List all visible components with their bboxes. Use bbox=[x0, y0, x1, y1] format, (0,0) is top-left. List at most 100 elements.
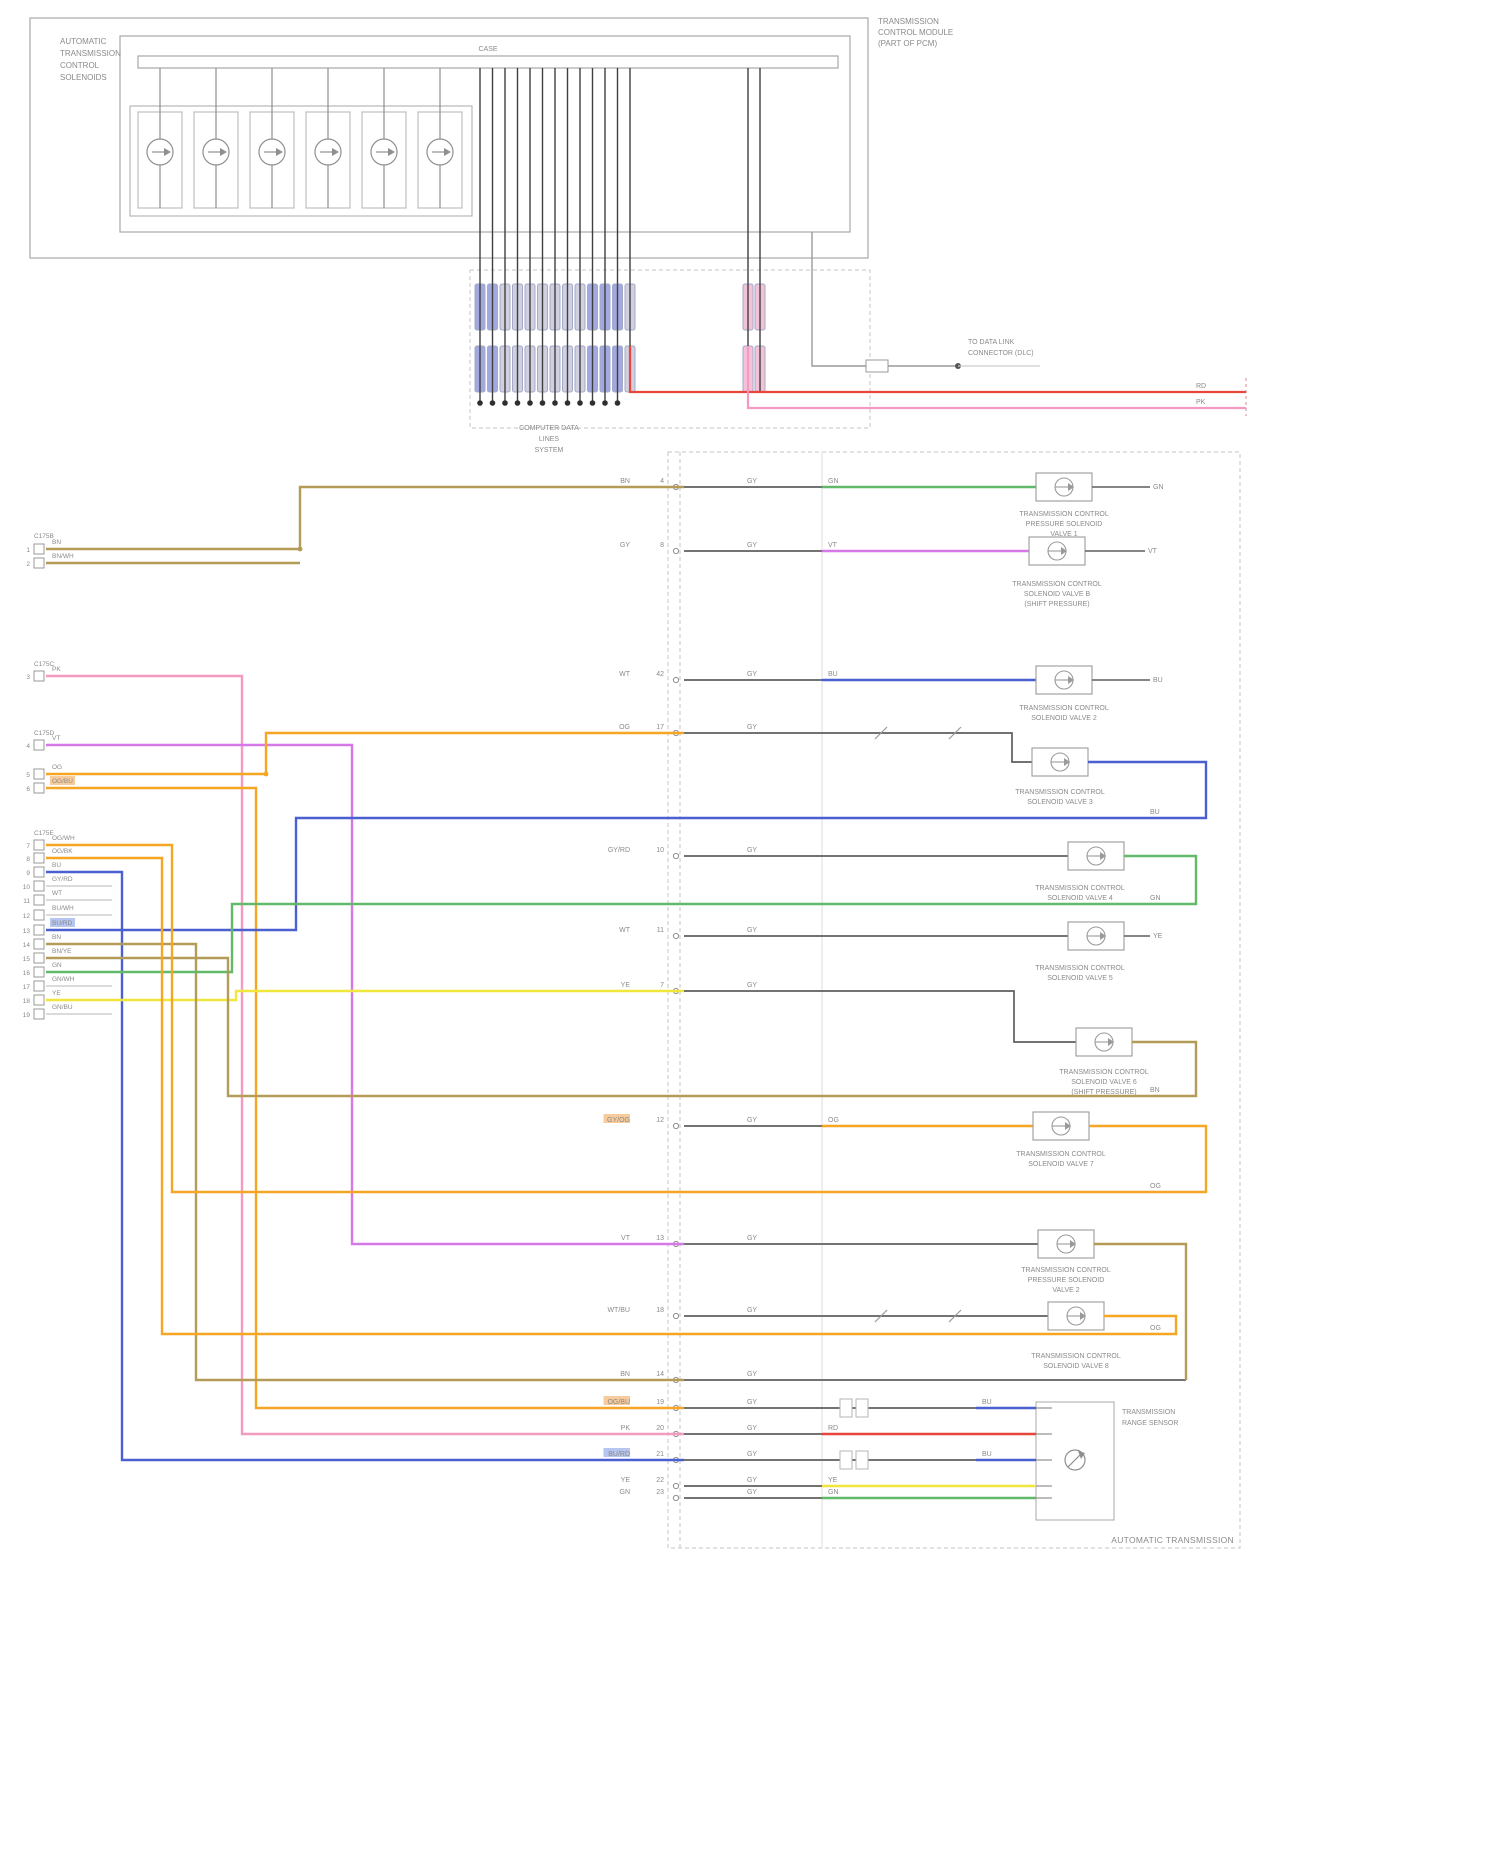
wire-code: BN bbox=[620, 1371, 630, 1378]
wire-code: GN bbox=[828, 478, 839, 485]
pin-number: 12 bbox=[656, 1117, 664, 1124]
wire-code: GY bbox=[747, 1117, 757, 1124]
transmission-label: AUTOMATIC TRANSMISSION bbox=[1111, 1535, 1234, 1545]
wire-gray bbox=[684, 990, 1076, 1043]
connector-pin bbox=[672, 676, 680, 684]
wire-gray bbox=[684, 732, 1032, 763]
splice-dot bbox=[263, 771, 269, 777]
splice-dot bbox=[577, 400, 583, 406]
left-connector-pin bbox=[33, 938, 45, 950]
pin-number: 7 bbox=[660, 982, 664, 989]
wire-code: OG bbox=[1150, 1183, 1161, 1190]
connector-pin bbox=[672, 852, 680, 860]
inline-connector-icon bbox=[855, 1450, 869, 1470]
wire-code: GY/RD bbox=[608, 847, 630, 854]
pin-number: 4 bbox=[26, 743, 30, 750]
left-connector-pin bbox=[33, 557, 45, 569]
wire-code: OG/BU bbox=[52, 778, 73, 785]
wire-code: GY bbox=[747, 847, 757, 854]
left-connector-pin bbox=[33, 543, 45, 555]
solenoid-arrow-icon bbox=[164, 148, 171, 156]
inline-connector-boundary bbox=[469, 269, 871, 429]
connector-pin bbox=[672, 1312, 680, 1320]
component-caption: TRANSMISSION CONTROL bbox=[1031, 1353, 1121, 1360]
inline-connector-icon bbox=[839, 1450, 853, 1470]
wire-code: OG bbox=[1150, 1325, 1161, 1332]
wire-colored bbox=[46, 856, 1178, 1336]
wire-code: GY/OG bbox=[607, 1117, 630, 1124]
wire-pink bbox=[746, 346, 1246, 410]
component-caption: SOLENOID VALVE 2 bbox=[1031, 715, 1097, 722]
sensor-arrow-icon bbox=[1067, 1454, 1081, 1468]
wire-code: BN bbox=[1150, 1087, 1160, 1094]
wire-colored bbox=[46, 956, 1198, 1098]
wire-code: RD bbox=[1196, 383, 1206, 390]
wire-code: GY bbox=[620, 542, 630, 549]
data-bus-caption-line: TO DATA LINK bbox=[968, 339, 1015, 346]
pin-number: 16 bbox=[23, 970, 31, 977]
solenoid-arrow-icon bbox=[1068, 676, 1074, 684]
component-caption: VALVE 1 bbox=[1050, 531, 1077, 538]
wire-code: OG bbox=[52, 764, 62, 771]
wire-colored bbox=[46, 843, 1208, 1194]
connector-pin bbox=[672, 1482, 680, 1490]
solenoid-arrow-icon bbox=[1065, 1122, 1071, 1130]
wire-code: GY bbox=[747, 1371, 757, 1378]
wire-code: GN bbox=[52, 962, 62, 969]
pin-number: 13 bbox=[23, 928, 31, 935]
wire-code: GY bbox=[747, 724, 757, 731]
wire-colored bbox=[46, 674, 684, 1436]
connector-group-label: C175E bbox=[34, 830, 55, 837]
wire-code: OG bbox=[619, 724, 630, 731]
wire-code: BU bbox=[982, 1451, 992, 1458]
module-label-line: TRANSMISSION bbox=[60, 49, 121, 58]
case-label: CASE bbox=[478, 46, 497, 53]
left-connector-pin bbox=[33, 670, 45, 682]
inline-connector-slash bbox=[948, 726, 962, 740]
wire-code: BU bbox=[1150, 809, 1160, 816]
left-connector-pin bbox=[33, 866, 45, 878]
wire-code: BN bbox=[52, 539, 61, 546]
solenoid-arrow-icon bbox=[388, 148, 395, 156]
module-label-line: CONTROL bbox=[60, 61, 100, 70]
pin-number: 4 bbox=[660, 478, 664, 485]
wire-code: YE bbox=[828, 1477, 838, 1484]
component-caption: PRESSURE SOLENOID bbox=[1026, 521, 1103, 528]
splice-dot bbox=[297, 546, 303, 552]
wire-code: GY bbox=[747, 478, 757, 485]
wire-colored bbox=[46, 731, 684, 776]
pin-number: 11 bbox=[657, 927, 664, 934]
solenoid-bank-box bbox=[129, 105, 473, 217]
splice-dot bbox=[539, 400, 546, 406]
wire-code: BU bbox=[52, 862, 61, 869]
pcm-label-line: (PART OF PCM) bbox=[878, 39, 937, 48]
wire-code: VT bbox=[52, 735, 60, 742]
left-connector-pin bbox=[33, 924, 45, 936]
inline-connector-icon bbox=[839, 1398, 853, 1418]
pin-number: 2 bbox=[26, 561, 30, 568]
solenoid-arrow-icon bbox=[1100, 852, 1106, 860]
component-caption: TRANSMISSION CONTROL bbox=[1035, 965, 1125, 972]
connector-pin bbox=[672, 547, 680, 555]
solenoid-arrow-icon bbox=[220, 148, 227, 156]
splice-dot bbox=[614, 400, 621, 406]
wire-code: GY bbox=[747, 927, 757, 934]
connector-pin bbox=[672, 1494, 680, 1502]
left-connector-pin bbox=[33, 994, 45, 1006]
left-connector-pin bbox=[33, 980, 45, 992]
wire-code: GY bbox=[747, 1451, 757, 1458]
wire-code: GY bbox=[747, 1477, 757, 1484]
pin-number: 23 bbox=[656, 1489, 664, 1496]
wire-code: OG/WH bbox=[52, 835, 75, 842]
pin-number: 18 bbox=[656, 1307, 664, 1314]
pin-number: 5 bbox=[26, 772, 30, 779]
left-connector-pin bbox=[33, 952, 45, 964]
left-connector-pin bbox=[33, 839, 45, 851]
module-label-line: AUTOMATIC bbox=[60, 37, 107, 46]
pin-number: 19 bbox=[23, 1012, 31, 1019]
pin-number: 13 bbox=[656, 1235, 664, 1242]
left-connector-pin bbox=[33, 966, 45, 978]
splice-label-line: COMPUTER DATA bbox=[519, 425, 579, 432]
left-connector-pin bbox=[33, 894, 45, 906]
